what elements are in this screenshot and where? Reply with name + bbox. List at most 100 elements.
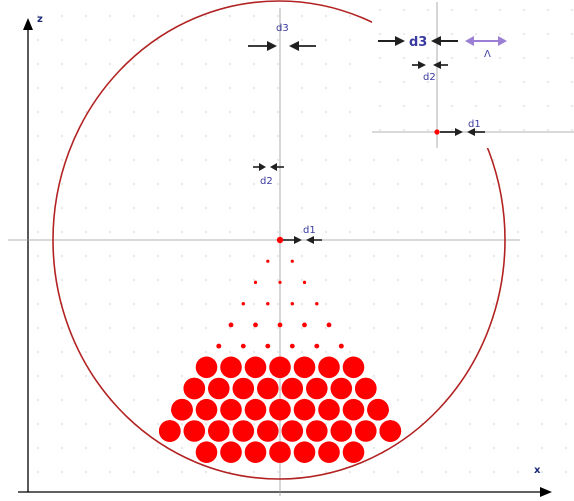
annotation-d3: d3: [248, 23, 316, 51]
inset-d2-label: d2: [423, 72, 436, 83]
grid-dot: [253, 303, 255, 305]
air-hole: [315, 302, 319, 306]
grid-dot: [469, 183, 471, 185]
grid-dot: [277, 279, 279, 281]
grid-dot: [541, 423, 543, 425]
grid-dot: [277, 303, 279, 305]
grid-dot: [397, 159, 399, 161]
grid-dot: [301, 231, 303, 233]
air-hole: [314, 343, 320, 349]
grid-dot: [445, 423, 447, 425]
grid-dot: [229, 231, 231, 233]
grid-dot: [277, 39, 279, 41]
air-hole: [269, 398, 291, 421]
grid-dot: [133, 279, 135, 281]
grid-dot: [37, 375, 39, 377]
air-hole: [228, 322, 234, 328]
z-axis-arrowhead: [23, 18, 33, 30]
air-hole: [330, 377, 353, 400]
grid-dot: [325, 15, 327, 17]
grid-dot: [133, 207, 135, 209]
grid-dot: [349, 231, 351, 233]
grid-dot: [229, 279, 231, 281]
grid-dot: [205, 231, 207, 233]
air-hole: [183, 420, 206, 442]
grid-dot: [109, 303, 111, 305]
grid-dot: [517, 447, 519, 449]
grid-dot: [301, 351, 303, 353]
inset-grid-dot: [379, 33, 381, 35]
grid-dot: [157, 15, 159, 17]
d3-right-arrowhead: [289, 41, 299, 51]
grid-dot: [397, 375, 399, 377]
grid-dot: [277, 231, 279, 233]
grid-dot: [565, 399, 567, 401]
grid-dot: [109, 39, 111, 41]
grid-dot: [85, 207, 87, 209]
grid-dot: [349, 159, 351, 161]
inset-grid-dot: [523, 129, 525, 131]
grid-dot: [61, 183, 63, 185]
x-axis-label: x: [534, 465, 541, 476]
grid-dot: [325, 207, 327, 209]
grid-dot: [517, 471, 519, 473]
grid-dot: [373, 255, 375, 257]
air-hole: [253, 280, 258, 284]
grid-dot: [397, 447, 399, 449]
grid-dot: [85, 159, 87, 161]
grid-dot: [85, 471, 87, 473]
dotted-grid: [37, 15, 567, 473]
inset-grid-dot: [523, 105, 525, 107]
grid-dot: [565, 231, 567, 233]
grid-dot: [301, 279, 303, 281]
grid-dot: [541, 207, 543, 209]
inset-grid-dot: [427, 9, 429, 11]
grid-dot: [469, 231, 471, 233]
grid-dot: [85, 399, 87, 401]
grid-dot: [133, 231, 135, 233]
grid-dot: [109, 471, 111, 473]
grid-dot: [349, 327, 351, 329]
grid-dot: [397, 351, 399, 353]
inset-grid-dot: [451, 33, 453, 35]
grid-dot: [157, 111, 159, 113]
grid-dot: [517, 231, 519, 233]
grid-dot: [61, 39, 63, 41]
grid-dot: [229, 183, 231, 185]
inset-grid-dot: [571, 9, 573, 11]
grid-dot: [349, 39, 351, 41]
grid-dot: [133, 135, 135, 137]
inset-grid-dot: [499, 81, 501, 83]
grid-dot: [109, 351, 111, 353]
grid-dot: [301, 111, 303, 113]
inset-annotation-d2: d2: [412, 61, 448, 83]
grid-dot: [277, 207, 279, 209]
grid-dot: [493, 375, 495, 377]
grid-dot: [229, 159, 231, 161]
grid-dot: [85, 303, 87, 305]
grid-dot: [373, 375, 375, 377]
air-hole: [269, 356, 291, 379]
grid-dot: [205, 327, 207, 329]
inset-lambda-left-arrowhead: [465, 36, 474, 46]
grid-dot: [205, 87, 207, 89]
inset-d3-label: d3: [409, 35, 427, 50]
grid-dot: [37, 471, 39, 473]
air-hole: [306, 377, 328, 400]
grid-dot: [37, 183, 39, 185]
grid-dot: [85, 423, 87, 425]
grid-dot: [565, 327, 567, 329]
grid-dot: [541, 279, 543, 281]
grid-dot: [277, 15, 279, 17]
inset-grid-dot: [499, 33, 501, 35]
air-hole: [240, 343, 246, 349]
grid-dot: [133, 351, 135, 353]
grid-dot: [469, 255, 471, 257]
inset-d2-left-arrowhead: [418, 61, 426, 69]
grid-dot: [229, 39, 231, 41]
grid-dot: [517, 279, 519, 281]
grid-dot: [277, 183, 279, 185]
grid-dot: [349, 135, 351, 137]
grid-dot: [181, 255, 183, 257]
air-hole: [318, 398, 340, 421]
